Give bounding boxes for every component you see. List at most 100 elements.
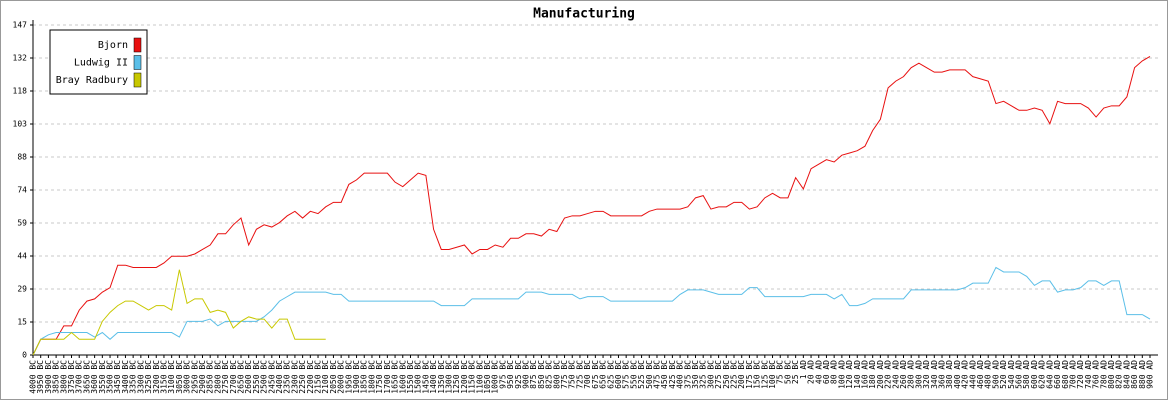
x-tick-label: 420 AD — [961, 360, 970, 389]
legend-swatch — [133, 37, 142, 53]
x-tick-label: 175 BC — [745, 360, 754, 389]
x-tick-label: 550 BC — [629, 360, 638, 389]
x-tick-label: 225 BC — [730, 360, 739, 389]
x-tick-label: 660 AD — [1053, 360, 1062, 389]
y-tick-label: 74 — [17, 186, 27, 195]
x-tick-label: 3000 BC — [183, 360, 192, 394]
x-tick-label: 3850 BC — [52, 360, 61, 394]
x-tick-label: 480 AD — [984, 360, 993, 389]
x-tick-label: 1700 BC — [383, 360, 392, 394]
y-tick-label: 0 — [22, 351, 27, 360]
x-tick-label: 3200 BC — [152, 360, 161, 394]
y-tick-label: 147 — [13, 21, 28, 30]
x-tick-label: 375 BC — [683, 360, 692, 389]
y-tick-label: 132 — [13, 54, 28, 63]
x-tick-label: 3900 BC — [44, 360, 53, 394]
x-tick-label: 2650 BC — [236, 360, 245, 394]
x-tick-label: 3650 BC — [82, 360, 91, 394]
x-tick-label: 1 AD — [799, 360, 808, 379]
x-tick-label: 800 BC — [552, 360, 561, 389]
x-tick-label: 80 AD — [830, 360, 839, 384]
x-tick-label: 1550 BC — [406, 360, 415, 394]
series-line — [32, 266, 1151, 356]
x-tick-label: 1050 BC — [483, 360, 492, 394]
x-tick-label: 3450 BC — [113, 360, 122, 394]
x-tick-label: 1100 BC — [475, 360, 484, 394]
x-tick-label: 1800 BC — [367, 360, 376, 394]
x-tick-label: 775 BC — [560, 360, 569, 389]
x-tick-label: 740 AD — [1084, 360, 1093, 389]
x-tick-label: 3800 BC — [59, 360, 68, 394]
x-tick-label: 340 AD — [930, 360, 939, 389]
x-tick-label: 75 BC — [776, 360, 785, 384]
x-tick-label: 180 AD — [868, 360, 877, 389]
x-tick-label: 3400 BC — [121, 360, 130, 394]
x-tick-label: 3700 BC — [75, 360, 84, 394]
y-tick-label: 29 — [17, 285, 27, 294]
legend-label: Ludwig II — [74, 58, 128, 69]
x-tick-label: 3950 BC — [36, 360, 45, 394]
x-tick-label: 1150 BC — [468, 360, 477, 394]
x-tick-label: 60 AD — [822, 360, 831, 384]
x-tick-label: 780 AD — [1099, 360, 1108, 389]
chart-title: Manufacturing — [533, 7, 635, 22]
x-tick-label: 600 BC — [614, 360, 623, 389]
x-tick-label: 250 BC — [722, 360, 731, 389]
x-tick-label: 840 AD — [1122, 360, 1131, 389]
x-tick-label: 525 BC — [637, 360, 646, 389]
x-tick-label: 2250 BC — [298, 360, 307, 394]
x-tick-label: 2450 BC — [267, 360, 276, 394]
x-tick-label: 140 AD — [853, 360, 862, 389]
x-tick-label: 380 AD — [945, 360, 954, 389]
x-tick-label: 925 BC — [514, 360, 523, 389]
x-tick-label: 425 BC — [668, 360, 677, 389]
x-tick-label: 475 BC — [652, 360, 661, 389]
x-tick-label: 2600 BC — [244, 360, 253, 394]
x-tick-label: 1500 BC — [414, 360, 423, 394]
x-tick-label: 1200 BC — [460, 360, 469, 394]
x-tick-label: 450 BC — [660, 360, 669, 389]
x-tick-label: 3550 BC — [98, 360, 107, 394]
x-tick-label: 1950 BC — [344, 360, 353, 394]
x-tick-label: 725 BC — [575, 360, 584, 389]
x-tick-label: 160 AD — [860, 360, 869, 389]
legend-label: Bray Radbury — [56, 75, 128, 86]
x-tick-label: 2100 BC — [321, 360, 330, 394]
x-tick-label: 675 BC — [591, 360, 600, 389]
x-tick-label: 460 AD — [976, 360, 985, 389]
x-tick-label: 1900 BC — [352, 360, 361, 394]
x-tick-label: 875 BC — [529, 360, 538, 389]
x-tick-label: 2700 BC — [229, 360, 238, 394]
x-tick-label: 3300 BC — [136, 360, 145, 394]
x-tick-label: 50 BC — [783, 360, 792, 384]
x-tick-label: 500 BC — [645, 360, 654, 389]
x-tick-label: 220 AD — [884, 360, 893, 389]
x-tick-label: 3600 BC — [90, 360, 99, 394]
x-tick-label: 625 BC — [606, 360, 615, 389]
x-tick-label: 3350 BC — [129, 360, 138, 394]
x-tick-label: 640 AD — [1045, 360, 1054, 389]
y-tick-label: 59 — [17, 219, 27, 228]
x-tick-label: 40 AD — [814, 360, 823, 384]
x-tick-label: 800 AD — [1107, 360, 1116, 389]
x-tick-label: 880 AD — [1138, 360, 1147, 389]
x-tick-label: 750 BC — [568, 360, 577, 389]
x-tick-label: 2050 BC — [329, 360, 338, 394]
x-tick-label: 3100 BC — [167, 360, 176, 394]
x-tick-label: 540 AD — [1007, 360, 1016, 389]
x-tick-label: 760 AD — [1092, 360, 1101, 389]
x-tick-label: 360 AD — [938, 360, 947, 389]
x-tick-label: 3150 BC — [159, 360, 168, 394]
x-tick-label: 280 AD — [907, 360, 916, 389]
x-tick-label: 950 BC — [506, 360, 515, 389]
x-tick-label: 200 AD — [876, 360, 885, 389]
x-tick-label: 2900 BC — [198, 360, 207, 394]
x-tick-label: 3250 BC — [144, 360, 153, 394]
x-tick-label: 975 BC — [498, 360, 507, 389]
x-tick-label: 125 BC — [760, 360, 769, 389]
x-tick-label: 900 BC — [522, 360, 531, 389]
x-tick-label: 3750 BC — [67, 360, 76, 394]
x-tick-label: 700 BC — [583, 360, 592, 389]
